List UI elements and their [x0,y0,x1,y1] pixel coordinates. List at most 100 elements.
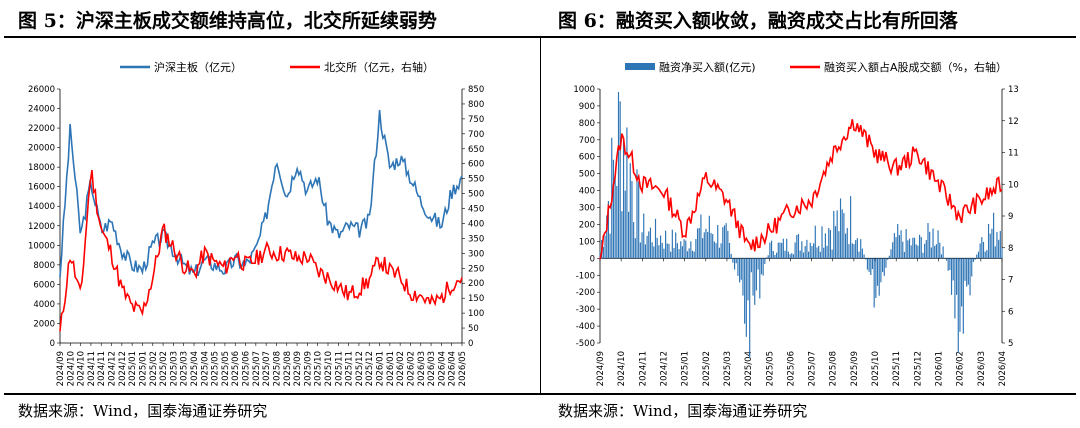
f6-bar [881,258,884,273]
f6-bar [833,210,835,259]
f6-bar [929,231,931,259]
f6-left-tick-label: 400 [579,187,595,197]
f6-bar [863,254,865,259]
f6-bar [846,227,848,259]
f6-bar [930,247,932,259]
f6-bar [885,258,887,268]
f6-bar [668,243,670,259]
f6-x-tick-label: 2025/12 [913,351,923,386]
f5-right-tick-label: 450 [468,205,484,215]
f5-x-tick-label: 2025/11 [345,351,355,386]
f6-right-tick-label: 8 [1008,244,1013,254]
f6-bar [659,235,662,259]
f5-left-tick-label: 12000 [28,222,55,232]
f5-x-tick-label: 2025/10 [324,351,334,386]
f6-bar [774,255,776,259]
f6-bar [912,237,914,259]
f6-bar [641,232,643,259]
f6-bar [796,235,798,259]
f6-bar [691,250,694,259]
f6-bar [934,245,936,259]
f6-bar [804,246,806,259]
f6-bar [841,209,843,259]
figure-6-panel: 图 6：融资买入额收敛，融资成交占比有所回落 融资净买入额(亿元) 融资买入额占A… [540,0,1080,428]
f5-right-tick-label: 500 [468,190,484,200]
f6-bar [806,239,808,259]
f6-bar [972,258,974,262]
f6-bar [656,237,658,259]
f5-x-tick-label: 2025/12 [365,351,375,386]
f6-bar [981,237,983,259]
f6-bar [954,258,956,319]
f5-x-tick-label: 2025/01 [138,351,148,386]
f6-bar [839,198,842,259]
f6-bar [639,242,641,259]
f6-bar [673,248,675,259]
f5-right-tick-label: 150 [468,294,484,304]
f6-bar [745,258,747,337]
f6-bar [794,242,796,259]
f6-bar [666,243,668,259]
f6-bar [725,223,727,259]
f6-bar [895,237,897,259]
f5-x-tick-label: 2026/01 [376,351,386,386]
f6-bar [713,241,715,259]
f6-bar [826,245,828,259]
f6-bar [786,238,788,259]
f6-bar [749,258,751,359]
f5-x-tick-label: 2025/04 [190,351,200,386]
f6-bar [616,185,618,259]
f6-x-tick-label: 2025/05 [765,351,775,386]
f6-bar [893,233,895,259]
f6-left-tick-label: 100 [579,237,595,247]
f6-bar [705,228,707,259]
f5-left-tick-label: 24000 [28,105,55,115]
f6-bar [779,242,781,259]
f6-bar [964,258,966,281]
f5-x-tick-label: 2024/11 [97,351,107,386]
f5-right-tick-label: 400 [468,219,484,229]
f5-x-tick-label: 2025/09 [293,351,303,386]
f6-bar [707,232,709,259]
f5-x-tick-label: 2024/12 [118,351,128,386]
f6-bar [710,232,712,259]
f5-right-tick-label: 800 [468,100,484,110]
f6-bar [935,244,937,259]
f6-bar [814,225,816,259]
f6-bar [945,258,948,261]
f6-bar [626,127,628,259]
f6-bar [986,250,988,259]
f5-x-tick-label: 2025/07 [262,351,272,386]
f5-x-tick-label: 2025/01 [128,351,138,386]
f6-bar [924,243,926,259]
f6-bar [991,228,993,259]
f6-right-tick-label: 10 [1008,180,1019,190]
f6-bar [819,251,821,259]
f5-x-tick-label: 2024/09 [56,351,66,386]
f5-x-tick-label: 2025/10 [314,351,324,386]
f6-bar [633,222,635,259]
f6-bar [865,258,867,260]
f5-left-tick-label: 16000 [28,183,55,193]
f5-right-tick-label: 50 [468,324,479,334]
f5-right-tick-label: 700 [468,130,484,140]
f6-bar [917,245,919,259]
f5-x-tick-label: 2026/01 [386,351,396,386]
f6-bar [940,254,943,259]
f6-bar [813,243,815,259]
f6-bar [883,258,885,276]
f6-bar [955,258,958,295]
f6-x-tick-label: 2026/01 [935,351,945,386]
f6-bar [723,225,726,259]
f6-bar [1001,248,1003,259]
f6-bar [730,253,732,259]
f6-bar [604,235,606,259]
f6-bar [816,247,818,259]
f5-x-tick-label: 2025/06 [242,351,252,386]
f6-series-ratio-line [599,119,1003,260]
f6-bar [996,232,998,259]
f6-bar [698,228,700,259]
f6-bar [754,258,756,305]
f6-bar [760,258,763,275]
f5-left-tick-label: 6000 [33,280,55,290]
